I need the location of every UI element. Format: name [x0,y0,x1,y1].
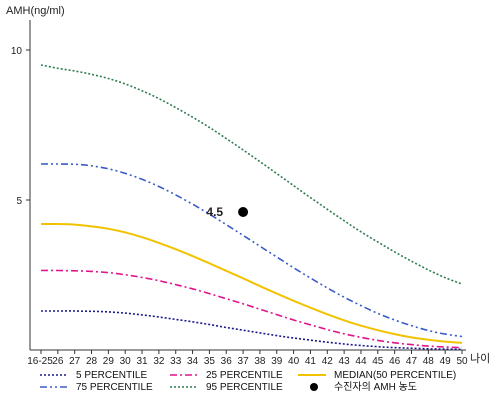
x-tick-label: 26 [52,356,64,367]
y-axis-title: AMH(ng/ml) [6,5,65,17]
x-tick-label: 45 [372,356,384,367]
x-axis-title: 나이 [470,352,490,365]
x-tick-label: 44 [355,356,367,367]
data-points: 4.5 [206,205,249,219]
legend-label: 95 PERCENTILE [206,382,283,393]
series-line-2 [40,222,463,344]
x-tick-label: 30 [120,356,132,367]
legend-label: 수진자의 AMH 농도 [334,381,417,393]
series-line-3 [40,163,463,338]
x-tick-label: 34 [187,356,199,367]
x-tick-label: 31 [136,356,148,367]
x-tick-label: 36 [221,356,233,367]
x-tick-label: 37 [238,356,250,367]
legend-label: 5 PERCENTILE [76,370,147,381]
x-tick-label: 16-25 [27,356,53,367]
x-tick-label: 39 [271,356,283,367]
x-tick-label: 47 [406,356,418,367]
y-tick-label: 10 [11,46,23,57]
series-line-4 [40,64,463,285]
legend-label: 25 PERCENTILE [206,370,283,381]
legend-label: 75 PERCENTILE [76,382,153,393]
x-tick-label: 49 [440,356,452,367]
series-line-0 [41,310,463,351]
x-tick-label: 33 [170,356,182,367]
x-tick-label: 43 [339,356,351,367]
x-ticks: 16-25 26 27 28 29 30 31 32 33 34 35 36 37 38 39 40 41 42 4… [27,350,468,367]
x-tick-label: 42 [322,356,334,367]
x-tick-label: 40 [288,356,300,367]
legend-label: MEDIAN(50 PERCENTILE) [334,370,456,381]
x-tick-label: 48 [423,356,435,367]
x-tick-label: 38 [254,356,266,367]
x-tick-label: 29 [103,356,115,367]
series-line-1 [40,269,463,349]
x-tick-label: 28 [86,356,98,367]
y-tick-label: 5 [16,196,22,207]
x-tick-label: 32 [153,356,165,367]
patient-amh-point [238,207,249,217]
x-tick-label: 41 [305,356,317,367]
x-tick-label: 35 [204,356,216,367]
x-tick-label: 46 [389,356,401,367]
y-ticks: 5 10 [11,46,30,207]
series-lines [40,64,463,351]
x-tick-label: 27 [69,356,81,367]
patient-amh-value-label: 4.5 [206,205,223,219]
legend-point-marker [310,383,318,391]
legend: 5 PERCENTILE 25 PERCENTILE MEDIAN(50 PERCE… [40,370,456,393]
x-tick-label: 50 [456,356,468,367]
